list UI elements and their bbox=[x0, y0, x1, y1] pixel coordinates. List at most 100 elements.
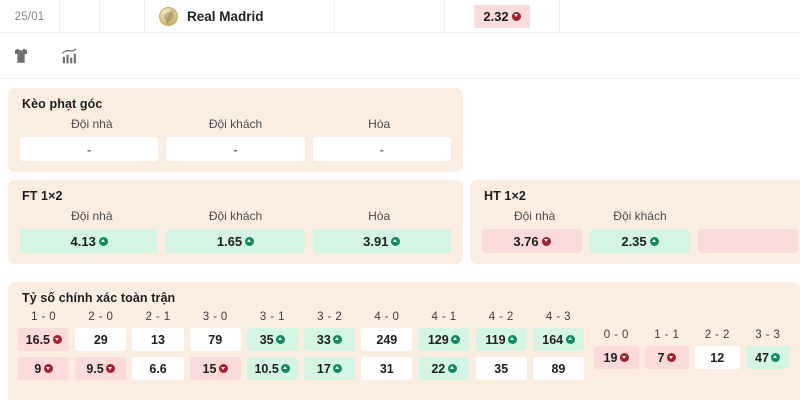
corner-col-away: Đội khách bbox=[208, 117, 263, 131]
exact-score-r2-cell-0[interactable]: 9 bbox=[18, 357, 70, 380]
exact-score-r2-cell-6-text: 31 bbox=[379, 361, 394, 376]
exact-score-draw-cell-3[interactable]: 47 bbox=[745, 346, 790, 369]
fixture-date: 25/01 bbox=[0, 0, 60, 33]
exact-score-draw-cell-0[interactable]: 19 bbox=[594, 346, 639, 369]
fixture-odds-value: 2.32 bbox=[483, 8, 509, 24]
exact-score-r2-cell-1[interactable]: 9.5 bbox=[75, 357, 127, 380]
ft-col-home: Đội nhà bbox=[71, 209, 113, 223]
exact-score-r2-cell-3-text: 15 bbox=[202, 361, 217, 376]
exact-score-draw-group: 0 - 0 1 - 1 2 - 2 3 - 3 19 7 12 47 bbox=[594, 311, 790, 386]
exact-score-r2-cell-6[interactable]: 31 bbox=[361, 357, 413, 380]
exact-score-draw-cell-2-text: 12 bbox=[710, 350, 725, 365]
ht-value-away[interactable]: 2.35 bbox=[590, 229, 690, 253]
fixture-odds-pill[interactable]: 2.32 bbox=[474, 4, 530, 28]
ft-value-home[interactable]: 4.13 bbox=[20, 229, 159, 253]
exact-score-r1-cell-1-text: 29 bbox=[93, 332, 108, 347]
ht-value-draw[interactable] bbox=[698, 229, 798, 253]
exact-score-col-9: 4 - 3 bbox=[545, 311, 571, 323]
exact-score-r2-cell-7[interactable]: 22 bbox=[418, 357, 470, 380]
trend-down-icon bbox=[218, 364, 228, 373]
fixture-blank-cell-1 bbox=[60, 0, 100, 33]
exact-score-draw-cell-2[interactable]: 12 bbox=[695, 346, 740, 369]
trend-up-icon bbox=[281, 364, 291, 373]
corner-value-away[interactable]: - bbox=[166, 137, 305, 161]
exact-score-col-2: 2 - 1 bbox=[145, 311, 171, 323]
exact-score-r2-cell-2[interactable]: 6.6 bbox=[132, 357, 184, 380]
corner-value-home[interactable]: - bbox=[20, 137, 159, 161]
trend-up-icon bbox=[245, 236, 255, 246]
trend-down-icon bbox=[541, 236, 551, 246]
corner-values-row: - - - bbox=[8, 137, 463, 172]
exact-score-r1-cell-1[interactable]: 29 bbox=[75, 328, 127, 351]
exact-score-draw-col-1: 1 - 1 bbox=[654, 329, 680, 341]
exact-score-r1-cell-3[interactable]: 79 bbox=[189, 328, 241, 351]
bar-chart-icon[interactable] bbox=[56, 43, 82, 69]
exact-score-r2-cell-1-text: 9.5 bbox=[86, 361, 104, 376]
exact-score-main-row-1: 16.5 29 13 79 35 33 249 129 119 164 bbox=[18, 328, 585, 351]
exact-score-col-5: 3 - 2 bbox=[317, 311, 343, 323]
jersey-icon[interactable] bbox=[8, 43, 34, 69]
exact-score-col-4: 3 - 1 bbox=[259, 311, 285, 323]
ft-value-home-text: 4.13 bbox=[70, 233, 96, 249]
exact-score-r1-cell-8-text: 119 bbox=[485, 332, 506, 347]
exact-score-col-8: 4 - 2 bbox=[488, 311, 514, 323]
ft-value-away[interactable]: 1.65 bbox=[166, 229, 305, 253]
trend-up-icon bbox=[98, 236, 108, 246]
exact-score-col-6: 4 - 0 bbox=[374, 311, 400, 323]
exact-score-draw-col-2: 2 - 2 bbox=[704, 329, 730, 341]
exact-score-title: Tỷ số chính xác toàn trận bbox=[22, 291, 176, 305]
trend-up-icon bbox=[451, 335, 461, 344]
corner-column-headers: Đội nhà Đội khách Hòa bbox=[8, 117, 463, 137]
ft-value-draw[interactable]: 3.91 bbox=[312, 229, 451, 253]
exact-score-draw-cell-0-text: 19 bbox=[603, 350, 618, 365]
fixture-odds-cell[interactable]: 2.32 bbox=[445, 0, 560, 33]
fixture-team[interactable]: Real Madrid bbox=[145, 0, 335, 33]
exact-score-r2-cell-4[interactable]: 10.5 bbox=[246, 357, 299, 380]
ht-value-home[interactable]: 3.76 bbox=[482, 229, 582, 253]
exact-score-r1-cell-8[interactable]: 119 bbox=[475, 328, 527, 351]
exact-score-r1-cell-7[interactable]: 129 bbox=[418, 328, 470, 351]
exact-score-draw-cell-1[interactable]: 7 bbox=[644, 346, 689, 369]
fixture-blank-cell-3 bbox=[335, 0, 445, 33]
ft-values-row: 4.13 1.65 3.91 bbox=[8, 229, 463, 264]
ft-value-away-text: 1.65 bbox=[216, 233, 243, 249]
corner-odds-panel: Kèo phạt góc Đội nhà Đội khách Hòa - - - bbox=[8, 88, 463, 172]
corner-value-draw[interactable]: - bbox=[312, 137, 451, 161]
ht-1x2-panel: HT 1×2 Đội nhà Đội khách 3.76 2.35 bbox=[470, 180, 800, 264]
ft-column-headers: Đội nhà Đội khách Hòa bbox=[8, 209, 463, 229]
trend-up-icon bbox=[771, 353, 781, 362]
ht-col-draw bbox=[693, 209, 798, 229]
ht-values-row: 3.76 2.35 bbox=[470, 229, 800, 264]
ht-value-away-text: 2.35 bbox=[621, 233, 647, 249]
trend-up-icon bbox=[565, 335, 575, 344]
ft-panel-title: FT 1×2 bbox=[22, 189, 63, 203]
exact-score-r1-cell-9[interactable]: 164 bbox=[532, 328, 585, 351]
trend-down-icon bbox=[666, 353, 676, 362]
fixture-row[interactable]: 25/01 Real Madrid 2.32 bbox=[0, 0, 800, 33]
exact-score-r1-cell-6[interactable]: 249 bbox=[361, 328, 413, 351]
exact-score-draw-cell-3-text: 47 bbox=[755, 350, 769, 365]
trend-up-icon bbox=[649, 236, 659, 246]
exact-score-r2-cell-9[interactable]: 89 bbox=[532, 357, 585, 380]
exact-score-r1-cell-5[interactable]: 33 bbox=[304, 328, 356, 351]
exact-score-main-row-2: 9 9.5 6.6 15 10.5 17 31 22 35 89 bbox=[18, 357, 585, 380]
trend-down-icon bbox=[43, 364, 53, 373]
exact-score-r1-cell-0-text: 16.5 bbox=[25, 332, 51, 347]
exact-score-r2-cell-3[interactable]: 15 bbox=[189, 357, 241, 380]
exact-score-r2-cell-4-text: 10.5 bbox=[254, 361, 279, 376]
exact-score-r1-cell-3-text: 79 bbox=[208, 332, 223, 347]
exact-score-r1-cell-0[interactable]: 16.5 bbox=[18, 328, 70, 351]
exact-score-r2-cell-8-text: 35 bbox=[494, 361, 509, 376]
trend-up-icon bbox=[333, 335, 343, 344]
ht-col-away: Đội khách bbox=[613, 209, 667, 223]
exact-score-r2-cell-5[interactable]: 17 bbox=[304, 357, 356, 380]
ft-value-draw-text: 3.91 bbox=[363, 233, 389, 249]
exact-score-col-7: 4 - 1 bbox=[431, 311, 457, 323]
exact-score-draw-headers: 0 - 0 1 - 1 2 - 2 3 - 3 bbox=[594, 329, 790, 346]
corner-col-home: Đội nhà bbox=[71, 117, 113, 131]
exact-score-r1-cell-4[interactable]: 35 bbox=[246, 328, 299, 351]
exact-score-r1-cell-2[interactable]: 13 bbox=[132, 328, 184, 351]
exact-score-r2-cell-8[interactable]: 35 bbox=[475, 357, 527, 380]
fixture-blank-cell-2 bbox=[100, 0, 145, 33]
exact-score-r1-cell-6-text: 249 bbox=[376, 332, 398, 347]
